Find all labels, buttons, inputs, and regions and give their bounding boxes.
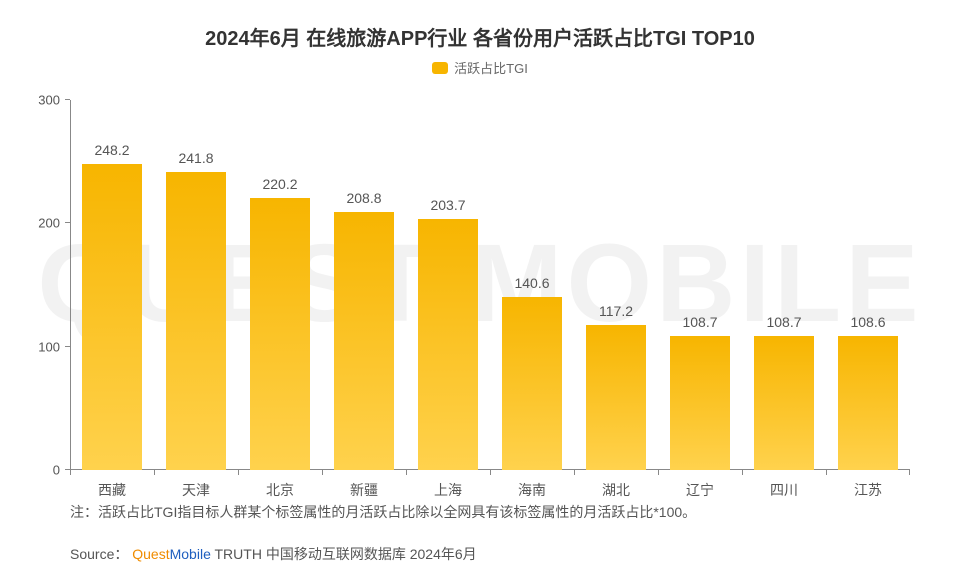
- bar-slot: 108.6江苏: [826, 100, 910, 470]
- bar-category-label: 辽宁: [686, 480, 714, 500]
- chart-container: QUEST MOBILE 2024年6月 在线旅游APP行业 各省份用户活跃占比…: [0, 0, 960, 580]
- x-tick-mark: [574, 470, 575, 475]
- bar-category-label: 湖北: [602, 480, 630, 500]
- y-tick-label: 100: [20, 339, 60, 354]
- bar: 248.2: [82, 164, 142, 470]
- bar-category-label: 新疆: [350, 480, 378, 500]
- bar: 117.2: [586, 325, 646, 470]
- bar: 241.8: [166, 172, 226, 470]
- bar: 203.7: [418, 219, 478, 470]
- bar-slot: 117.2湖北: [574, 100, 658, 470]
- bar: 220.2: [250, 198, 310, 470]
- bar-category-label: 四川: [770, 480, 798, 500]
- source-brand-quest: Quest: [132, 546, 169, 562]
- bars-group: 248.2西藏241.8天津220.2北京208.8新疆203.7上海140.6…: [70, 100, 910, 470]
- bar: 108.7: [670, 336, 730, 470]
- bar-value-label: 140.6: [514, 275, 549, 291]
- source-prefix: Source：: [70, 546, 128, 562]
- bar-value-label: 220.2: [262, 176, 297, 192]
- chart-title: 2024年6月 在线旅游APP行业 各省份用户活跃占比TGI TOP10: [0, 22, 960, 51]
- bar-value-label: 203.7: [430, 197, 465, 213]
- x-tick-mark: [154, 470, 155, 475]
- bar-slot: 248.2西藏: [70, 100, 154, 470]
- x-tick-mark: [658, 470, 659, 475]
- y-tick-mark: [65, 99, 70, 100]
- x-tick-mark: [70, 470, 71, 475]
- bar: 140.6: [502, 297, 562, 470]
- bar-value-label: 208.8: [346, 190, 381, 206]
- x-tick-mark: [909, 470, 910, 475]
- bar-slot: 108.7四川: [742, 100, 826, 470]
- bar-value-label: 108.7: [766, 314, 801, 330]
- y-tick-mark: [65, 346, 70, 347]
- legend-swatch: [432, 62, 448, 74]
- x-tick-mark: [406, 470, 407, 475]
- plot-area: 248.2西藏241.8天津220.2北京208.8新疆203.7上海140.6…: [70, 100, 910, 470]
- bar-slot: 108.7辽宁: [658, 100, 742, 470]
- x-tick-mark: [238, 470, 239, 475]
- source-suffix: TRUTH 中国移动互联网数据库 2024年6月: [211, 546, 477, 562]
- y-tick-label: 200: [20, 216, 60, 231]
- bar: 208.8: [334, 212, 394, 470]
- bar-category-label: 上海: [434, 480, 462, 500]
- bar-category-label: 天津: [182, 480, 210, 500]
- bar-slot: 140.6海南: [490, 100, 574, 470]
- legend: 活跃占比TGI: [0, 58, 960, 79]
- y-tick-label: 0: [20, 463, 60, 478]
- bar-slot: 203.7上海: [406, 100, 490, 470]
- x-tick-mark: [742, 470, 743, 475]
- bar-value-label: 108.6: [850, 314, 885, 330]
- x-tick-mark: [826, 470, 827, 475]
- source-brand-mobile: Mobile: [170, 546, 211, 562]
- bar: 108.7: [754, 336, 814, 470]
- bar: 108.6: [838, 336, 898, 470]
- bar-slot: 208.8新疆: [322, 100, 406, 470]
- bar-category-label: 海南: [518, 480, 546, 500]
- bar-value-label: 248.2: [94, 142, 129, 158]
- y-tick-label: 300: [20, 93, 60, 108]
- y-tick-mark: [65, 222, 70, 223]
- bar-slot: 241.8天津: [154, 100, 238, 470]
- x-tick-mark: [490, 470, 491, 475]
- footnote: 注：活跃占比TGI指目标人群某个标签属性的月活跃占比除以全网具有该标签属性的月活…: [70, 502, 696, 522]
- bar-value-label: 241.8: [178, 150, 213, 166]
- bar-slot: 220.2北京: [238, 100, 322, 470]
- bar-category-label: 西藏: [98, 480, 126, 500]
- bar-category-label: 江苏: [854, 480, 882, 500]
- bar-value-label: 117.2: [599, 303, 633, 319]
- legend-item: 活跃占比TGI: [432, 58, 528, 77]
- bar-value-label: 108.7: [682, 314, 717, 330]
- source-line: Source： QuestMobile TRUTH 中国移动互联网数据库 202…: [70, 544, 477, 564]
- legend-label: 活跃占比TGI: [454, 58, 528, 77]
- bar-category-label: 北京: [266, 480, 294, 500]
- x-tick-mark: [322, 470, 323, 475]
